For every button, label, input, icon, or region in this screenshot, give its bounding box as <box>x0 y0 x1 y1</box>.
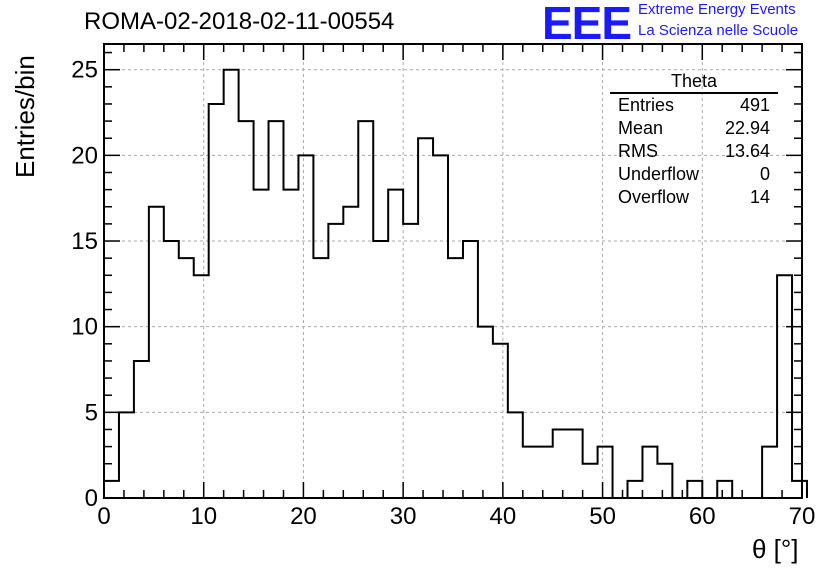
logo-mark: EEE <box>542 0 632 49</box>
y-tick-label: 5 <box>85 399 98 426</box>
stats-row-overflow: Overflow 14 <box>610 186 778 209</box>
stats-value: 14 <box>749 187 770 207</box>
x-tick-label: 10 <box>190 503 217 530</box>
stats-row-underflow: Underflow 0 <box>610 163 778 186</box>
stats-row-entries: Entries 491 <box>610 94 778 117</box>
stats-row-rms: RMS 13.64 <box>610 140 778 163</box>
stats-box: Theta Entries 491 Mean 22.94 RMS 13.64 U… <box>610 70 778 209</box>
histogram-line <box>103 68 808 499</box>
y-tick-label: 25 <box>71 57 98 84</box>
x-tick-label: 30 <box>390 503 417 530</box>
x-tick-label: 20 <box>290 503 317 530</box>
eee-logo: EEE Extreme Energy Events La Scienza nel… <box>542 0 832 48</box>
logo-line-1: Extreme Energy Events <box>638 1 796 18</box>
plot-title: ROMA-02-2018-02-11-00554 <box>84 8 395 35</box>
y-tick-label: 15 <box>71 228 98 255</box>
stats-label: RMS <box>618 141 658 161</box>
y-tick-label: 0 <box>85 485 98 512</box>
stats-value: 0 <box>759 164 770 184</box>
y-tick-label: 20 <box>71 142 98 169</box>
x-tick-label: 50 <box>589 503 616 530</box>
stats-row-mean: Mean 22.94 <box>610 117 778 140</box>
x-axis-label: θ [°] <box>752 534 799 564</box>
plot-frame <box>103 43 803 499</box>
x-tick-label: 60 <box>689 503 716 530</box>
x-tick-label: 40 <box>490 503 517 530</box>
stats-title: Theta <box>610 70 778 94</box>
stats-label: Mean <box>618 118 664 138</box>
x-tick-label: 0 <box>97 503 110 530</box>
stats-value: 491 <box>739 95 770 115</box>
stats-label: Underflow <box>618 164 700 184</box>
stats-label: Entries <box>618 95 675 115</box>
stats-value: 22.94 <box>724 118 770 138</box>
stats-value: 13.64 <box>724 141 770 161</box>
stats-label: Overflow <box>618 187 690 207</box>
x-tick-label: 70 <box>789 503 816 530</box>
logo-line-2: La Scienza nelle Scuole <box>638 22 799 39</box>
y-tick-label: 10 <box>71 314 98 341</box>
